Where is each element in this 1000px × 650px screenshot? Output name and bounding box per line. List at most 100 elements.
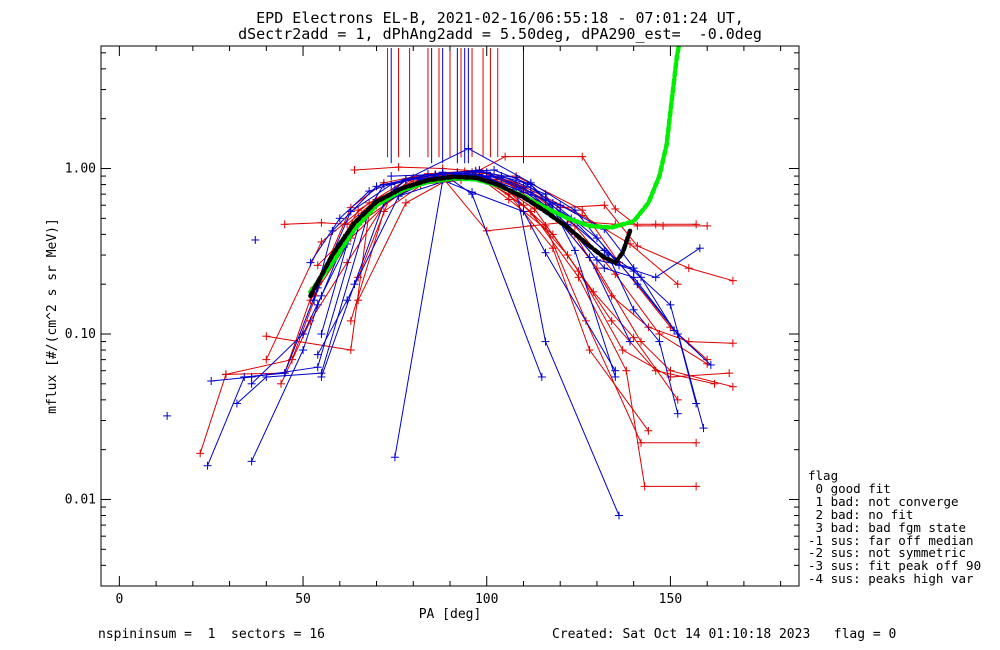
red-series-point	[196, 449, 205, 458]
red-series-point	[346, 316, 355, 325]
red-series-point	[633, 242, 642, 251]
blue-series-point	[262, 372, 271, 381]
flag-legend: flag 0 good fit 1 bad: not converge 2 ba…	[808, 468, 982, 587]
blue-series-point	[673, 329, 682, 338]
blue-series-point	[207, 376, 216, 385]
blue-series-point	[666, 300, 675, 309]
red-series-point	[684, 264, 693, 273]
blue-series-point	[670, 326, 679, 335]
red-series-point	[262, 355, 271, 364]
chart-title-line-2: dSectr2add = 1, dPhAng2add = 5.50deg, dP…	[238, 25, 762, 43]
legend-item: -2 sus: not symmetric	[808, 545, 967, 561]
red-series-point	[317, 218, 326, 227]
legend-item: 1 bad: not converge	[808, 493, 959, 509]
blue-isolated-point	[163, 411, 172, 420]
x-tick-label: 50	[295, 592, 311, 607]
blue-series-point	[629, 264, 638, 273]
blue-series-point	[317, 372, 326, 381]
blue-series-point	[592, 255, 601, 264]
red-series-point	[725, 369, 734, 378]
red-series-point	[262, 332, 271, 341]
blue-series-point	[519, 183, 528, 192]
blue-series-line	[394, 179, 616, 458]
blue-series-point	[673, 409, 682, 418]
y-tick-label: 0.01	[65, 492, 96, 507]
blue-series-point	[614, 511, 623, 520]
red-series-point	[692, 438, 701, 447]
blue-series-point	[346, 207, 355, 216]
blue-series-line	[251, 173, 543, 462]
red-series-point	[618, 346, 627, 355]
red-series-point	[637, 337, 646, 346]
blue-series-point	[556, 201, 565, 210]
blue-series-point	[537, 372, 546, 381]
red-series-line	[284, 171, 679, 401]
blue-series-point	[387, 172, 396, 181]
red-series-point	[640, 482, 649, 491]
y-tick-label: 1.00	[65, 162, 96, 177]
blue-series-point	[519, 207, 528, 216]
red-series-point	[692, 220, 701, 229]
fit-curve-green	[308, 46, 682, 295]
red-series-point	[343, 220, 352, 229]
blue-series-point	[475, 165, 484, 174]
red-series-point	[394, 163, 403, 172]
blue-series-line	[207, 171, 679, 466]
blue-series-point	[313, 363, 322, 372]
blue-series-point	[247, 379, 256, 388]
blue-series-point	[247, 372, 256, 381]
blue-series-point	[626, 337, 635, 346]
legend-title: flag	[808, 468, 839, 483]
legend-item: -3 sus: fit peak off 90	[808, 558, 982, 574]
legend-item: 3 bad: bad fgm state	[808, 519, 967, 535]
red-series-point	[644, 323, 653, 332]
blue-series-point	[464, 144, 473, 153]
blue-series-point	[390, 453, 399, 462]
x-axis-label: PA [deg]	[419, 607, 482, 622]
legend-item: -1 sus: far off median	[808, 532, 974, 548]
blue-series-point	[629, 305, 638, 314]
red-series-point	[673, 395, 682, 404]
blue-series-point	[633, 280, 642, 289]
red-series-point	[633, 221, 642, 230]
red-series-point	[692, 482, 701, 491]
blue-series-point	[299, 346, 308, 355]
blue-series-point	[317, 291, 326, 300]
blue-series-point	[600, 264, 609, 273]
red-series-point	[728, 276, 737, 285]
blue-series-point	[512, 173, 521, 182]
red-series-point	[666, 372, 675, 381]
red-series-point	[401, 198, 410, 207]
red-series-point	[501, 152, 510, 161]
blue-series-point	[637, 273, 646, 282]
blue-series-line	[309, 148, 701, 278]
red-series-point	[710, 379, 719, 388]
red-series-point	[277, 379, 286, 388]
red-series-point	[659, 221, 668, 230]
x-tick-label: 0	[115, 592, 123, 607]
red-series-line	[309, 177, 697, 301]
red-series-point	[221, 370, 230, 379]
footer-sector-info: nspininsum = 1 sectors = 16	[98, 627, 325, 642]
red-series-point	[504, 195, 513, 204]
blue-series-point	[541, 248, 550, 257]
blue-series-point	[310, 296, 319, 305]
blue-series-point	[313, 300, 322, 309]
x-tick-label: 150	[659, 592, 682, 607]
blue-series-point	[706, 360, 715, 369]
red-series-point	[637, 438, 646, 447]
red-series-line	[354, 166, 734, 282]
red-series-point	[600, 201, 609, 210]
blue-series-point	[541, 190, 550, 199]
blue-series-point	[570, 246, 579, 255]
red-series-point	[703, 221, 712, 230]
red-series-point	[313, 261, 322, 270]
blue-isolated-point	[251, 235, 260, 244]
blue-series-point	[692, 399, 701, 408]
blue-series-point	[306, 258, 315, 267]
legend-item: -4 sus: peaks high var	[808, 571, 974, 587]
red-series-point	[644, 426, 653, 435]
red-series-point	[346, 346, 355, 355]
red-series-line	[350, 156, 708, 322]
red-series-point	[651, 220, 660, 229]
